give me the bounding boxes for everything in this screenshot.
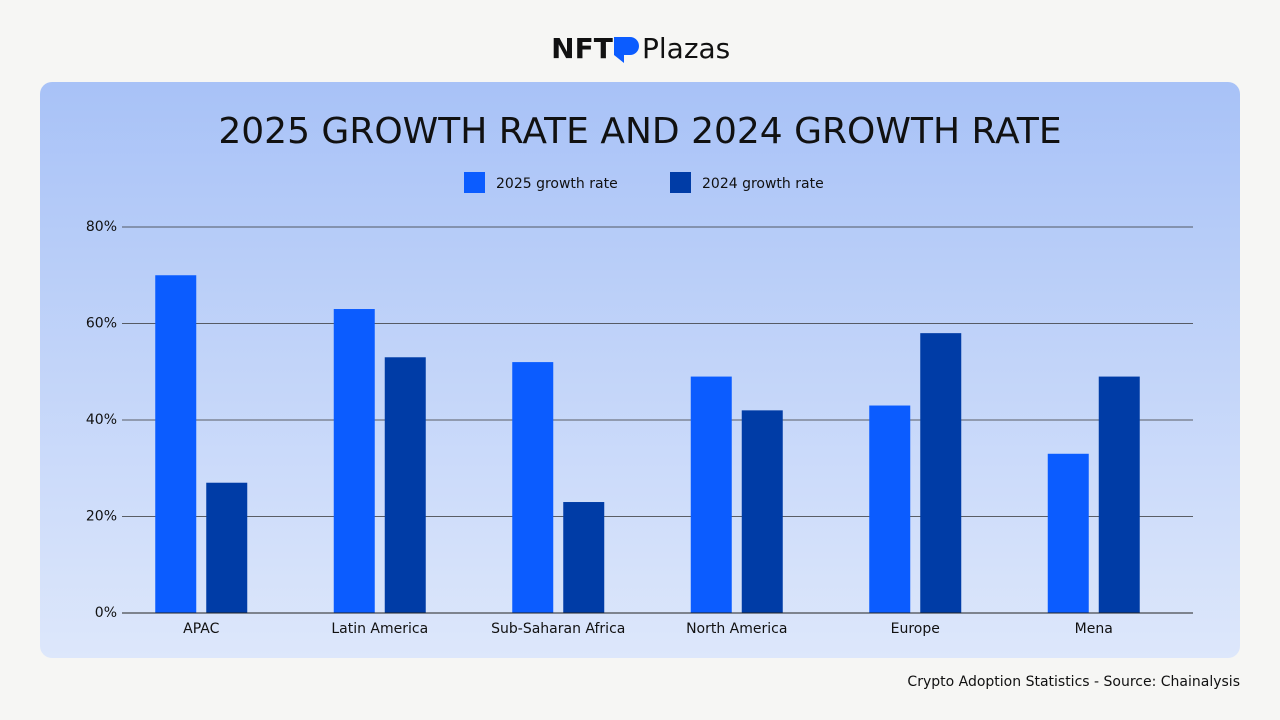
bar	[512, 362, 554, 613]
bar	[920, 333, 962, 613]
y-tick-label: 20%	[86, 509, 117, 525]
legend-swatch	[464, 172, 485, 193]
bar	[155, 275, 197, 613]
bar	[690, 376, 732, 613]
y-tick-label: 80%	[86, 219, 117, 235]
logo-right: Plazas	[642, 32, 730, 65]
logo-left: NFT	[551, 32, 613, 65]
bar	[333, 309, 375, 613]
caption: Crypto Adoption Statistics - Source: Cha…	[907, 674, 1240, 690]
y-tick-label: 40%	[86, 412, 117, 428]
x-tick-label: North America	[686, 621, 787, 637]
legend-label: 2025 growth rate	[496, 176, 618, 192]
bar	[1098, 376, 1140, 613]
x-tick-label: APAC	[183, 621, 219, 637]
bar	[384, 357, 426, 613]
bar	[563, 502, 605, 613]
bar	[869, 405, 911, 613]
x-tick-label: Latin America	[331, 621, 428, 637]
legend-label: 2024 growth rate	[702, 176, 824, 192]
bar	[1047, 453, 1089, 613]
chart-title: 2025 GROWTH RATE AND 2024 GROWTH RATE	[218, 111, 1061, 152]
x-tick-label: Mena	[1075, 621, 1113, 637]
legend-swatch	[670, 172, 691, 193]
bar	[206, 482, 248, 613]
logo-icon	[614, 37, 639, 63]
x-tick-label: Europe	[891, 621, 940, 637]
bar	[741, 410, 783, 613]
x-tick-label: Sub-Saharan Africa	[491, 621, 625, 637]
y-tick-label: 60%	[86, 316, 117, 332]
y-tick-label: 0%	[95, 605, 117, 621]
